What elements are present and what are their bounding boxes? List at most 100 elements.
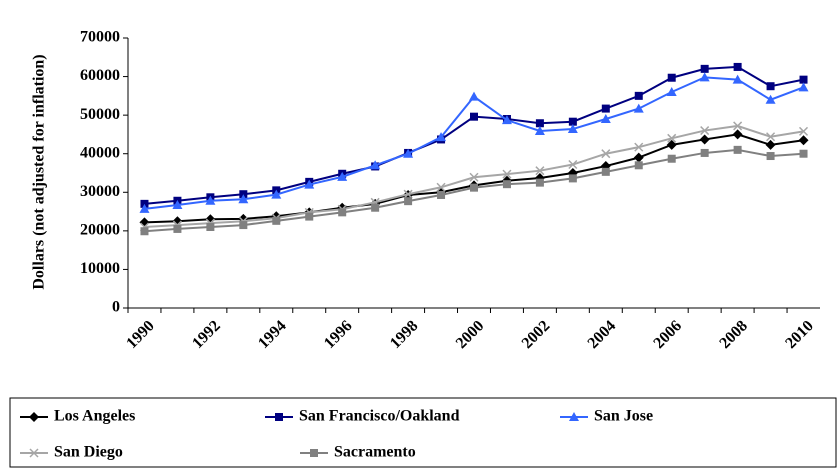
x-tick-label: 1994 xyxy=(255,317,290,352)
x-tick-label: 1992 xyxy=(189,317,224,352)
y-tick-label: 60000 xyxy=(80,67,120,84)
data-point xyxy=(502,169,512,179)
legend-marker xyxy=(275,413,283,421)
data-point xyxy=(469,91,479,101)
data-point xyxy=(766,152,775,161)
data-point xyxy=(337,171,348,181)
data-point xyxy=(534,125,545,135)
data-point xyxy=(733,145,742,154)
y-axis-title: Dollars (not adjusted for inflation) xyxy=(31,54,48,289)
data-point xyxy=(535,119,544,128)
legend-label: San Diego xyxy=(54,444,123,461)
data-point xyxy=(798,135,809,146)
legend-marker xyxy=(569,412,579,421)
data-point xyxy=(667,154,676,163)
data-point xyxy=(140,199,149,208)
data-point xyxy=(699,72,710,82)
legend-marker xyxy=(29,448,39,458)
data-point xyxy=(436,132,447,142)
legend-label: Sacramento xyxy=(334,444,416,461)
data-point xyxy=(765,139,776,150)
data-point xyxy=(205,195,216,205)
data-point xyxy=(666,87,677,96)
x-tick-label: 2006 xyxy=(650,317,685,352)
data-point xyxy=(140,227,149,236)
data-point xyxy=(470,112,478,121)
data-point xyxy=(172,216,183,227)
legend-marker xyxy=(29,412,39,422)
data-point xyxy=(205,214,216,225)
data-point xyxy=(766,82,775,91)
data-point xyxy=(798,126,809,136)
data-point xyxy=(304,179,315,189)
y-tick-label: 70000 xyxy=(80,29,120,46)
x-tick-label: 1990 xyxy=(123,317,158,352)
data-point xyxy=(272,216,281,225)
data-point xyxy=(338,208,347,217)
x-tick-label: 2002 xyxy=(519,317,554,352)
x-tick-label: 2008 xyxy=(716,317,751,352)
data-point xyxy=(403,189,413,199)
data-point xyxy=(535,178,544,187)
data-point xyxy=(667,73,676,82)
data-point xyxy=(371,203,380,212)
data-point xyxy=(700,126,710,136)
data-point xyxy=(403,148,414,158)
y-tick-label: 50000 xyxy=(80,106,120,123)
data-point xyxy=(733,62,742,71)
data-point xyxy=(666,139,677,150)
data-point xyxy=(436,182,446,192)
data-point xyxy=(700,64,709,73)
y-tick-label: 0 xyxy=(112,299,120,316)
data-point xyxy=(733,121,743,131)
data-point xyxy=(634,91,643,100)
data-point xyxy=(502,180,511,189)
data-point xyxy=(699,134,710,145)
data-point xyxy=(732,129,743,140)
data-point xyxy=(667,133,677,143)
data-point xyxy=(501,115,512,125)
data-point xyxy=(535,166,545,176)
data-point xyxy=(173,224,182,233)
legend-label: Los Angeles xyxy=(54,408,135,425)
x-tick-label: 2004 xyxy=(585,317,620,352)
data-point xyxy=(404,197,413,206)
x-tick-label: 1998 xyxy=(387,317,422,352)
legend-box xyxy=(9,397,837,468)
legend-label: San Francisco/Oakland xyxy=(299,408,460,425)
legend-marker xyxy=(310,449,318,457)
data-point xyxy=(239,190,248,199)
data-point xyxy=(206,223,215,231)
x-tick-label: 2000 xyxy=(453,317,488,352)
data-point xyxy=(567,124,578,134)
data-point xyxy=(601,167,610,176)
legend-label: San Jose xyxy=(594,408,653,425)
data-point xyxy=(271,189,282,199)
data-point xyxy=(239,221,248,230)
data-point xyxy=(568,159,578,170)
data-point xyxy=(700,148,709,157)
data-point xyxy=(469,172,479,182)
data-point xyxy=(766,132,776,142)
x-tick-label: 2010 xyxy=(782,317,817,352)
data-point xyxy=(139,203,150,213)
data-point xyxy=(765,94,776,104)
data-point xyxy=(799,149,808,158)
data-point xyxy=(634,142,644,152)
data-point xyxy=(568,174,577,183)
data-point xyxy=(601,104,610,113)
data-point xyxy=(172,200,183,210)
data-point xyxy=(370,160,381,170)
y-tick-label: 30000 xyxy=(80,183,120,200)
data-point xyxy=(600,114,611,123)
data-point xyxy=(305,212,314,221)
data-point xyxy=(568,117,577,126)
data-point xyxy=(633,152,644,163)
data-point xyxy=(470,183,478,192)
y-tick-label: 40000 xyxy=(80,144,120,161)
data-point xyxy=(601,149,611,159)
data-point xyxy=(238,194,249,204)
data-point xyxy=(634,161,643,170)
series-line xyxy=(144,133,804,224)
